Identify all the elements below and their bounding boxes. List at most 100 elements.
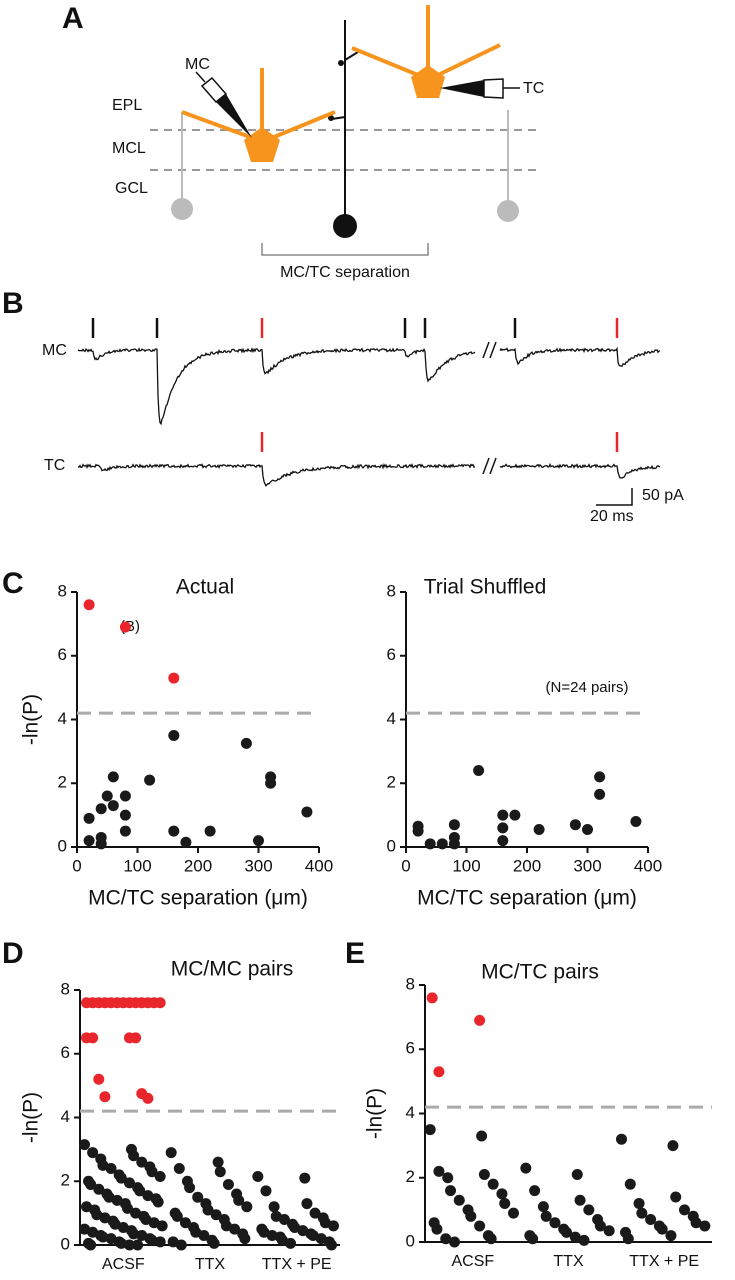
tc-soma — [411, 65, 445, 98]
x-tick-label: 400 — [305, 856, 333, 875]
point — [83, 599, 95, 611]
point — [146, 1166, 158, 1178]
point — [424, 838, 436, 850]
point — [670, 1191, 682, 1203]
y-tick-label: 0 — [387, 836, 396, 855]
point — [630, 816, 642, 827]
chart-title: MC/MC pairs — [171, 958, 294, 981]
point — [87, 1147, 99, 1159]
point — [582, 823, 593, 835]
point — [130, 1032, 142, 1044]
bracket — [261, 243, 429, 256]
point — [107, 800, 119, 812]
chart: 0 2 4 6 8 MC/TC pairs -ln(P) ACSF TTX TTX + PE — [364, 961, 712, 1270]
point — [198, 1229, 210, 1241]
point — [192, 1191, 204, 1203]
point — [442, 1172, 454, 1184]
point — [497, 835, 509, 847]
point — [233, 1194, 245, 1206]
point — [569, 819, 581, 831]
collateral — [344, 51, 359, 61]
point — [436, 838, 448, 850]
point — [678, 1204, 690, 1216]
chart: 0 2 4 6 8 Trial Shuffled (N=24 pairs) 0 100 200 30… — [387, 576, 663, 910]
scale-label: 20 ms — [590, 508, 634, 525]
point — [571, 1169, 583, 1181]
point — [252, 1170, 264, 1182]
point — [412, 825, 424, 837]
chart: 0 2 4 6 8 MC/MC pairs -ln(P) ACSF TTX TTX + PE — [20, 958, 340, 1273]
point — [123, 1239, 135, 1251]
point — [154, 997, 166, 1009]
point — [154, 1170, 166, 1182]
point — [260, 1185, 272, 1197]
point — [499, 1197, 511, 1209]
point — [665, 1230, 677, 1242]
label: GCL — [115, 180, 148, 197]
y-tick-label: 4 — [61, 1107, 70, 1126]
point — [107, 771, 119, 783]
x-tick-label: ACSF — [102, 1256, 145, 1273]
point — [115, 1172, 127, 1184]
point — [633, 1197, 645, 1209]
point — [529, 1185, 541, 1197]
black-soma — [333, 214, 357, 238]
y-tick-label: 2 — [387, 773, 396, 792]
x-tick-label: 400 — [634, 856, 662, 875]
point — [496, 1188, 508, 1200]
point — [265, 777, 277, 789]
point — [497, 822, 509, 834]
y-tick-label: 8 — [58, 581, 67, 600]
point — [105, 1163, 117, 1174]
point — [509, 809, 521, 821]
y-tick-label: 4 — [387, 709, 396, 728]
point — [210, 1209, 222, 1221]
y-tick-label: 2 — [406, 1167, 415, 1186]
x-tick-label: ACSF — [451, 1253, 494, 1270]
chart-title: Actual — [176, 576, 234, 599]
point — [239, 1233, 251, 1245]
point — [549, 1217, 561, 1229]
point — [594, 1220, 606, 1232]
trace — [77, 347, 476, 426]
point — [431, 1223, 443, 1235]
point — [168, 825, 180, 837]
point — [537, 1201, 549, 1213]
y-tick-label: 2 — [58, 773, 67, 792]
panel-label: B — [2, 287, 24, 320]
point — [278, 1214, 290, 1225]
point — [184, 1182, 196, 1194]
point — [222, 1178, 234, 1190]
point — [241, 1201, 253, 1213]
y-tick-label: 6 — [406, 1039, 415, 1058]
point — [93, 1073, 105, 1085]
point — [132, 1239, 144, 1251]
point — [202, 1204, 214, 1216]
point — [440, 1233, 452, 1245]
point — [212, 1156, 224, 1168]
point — [93, 1183, 105, 1195]
point — [690, 1217, 702, 1229]
point — [119, 790, 131, 802]
point — [636, 1207, 648, 1219]
point — [426, 992, 438, 1004]
point — [478, 1169, 490, 1181]
mc-pipette — [216, 94, 252, 138]
point — [204, 825, 216, 837]
point — [622, 1233, 634, 1245]
scale-label: 50 pA — [642, 487, 684, 504]
annotation: (N=24 pairs) — [546, 679, 629, 696]
point — [285, 1237, 297, 1249]
point — [561, 1226, 572, 1238]
point — [99, 1091, 111, 1103]
point — [328, 1220, 339, 1232]
point — [594, 771, 606, 783]
y-tick-label: 8 — [61, 979, 70, 998]
synapse — [328, 115, 334, 121]
y-tick-label: 2 — [61, 1171, 70, 1190]
point — [79, 1139, 90, 1151]
point — [134, 1185, 146, 1197]
point — [299, 1172, 311, 1184]
y-tick-label: 0 — [61, 1234, 70, 1253]
panel-label: E — [345, 937, 365, 970]
